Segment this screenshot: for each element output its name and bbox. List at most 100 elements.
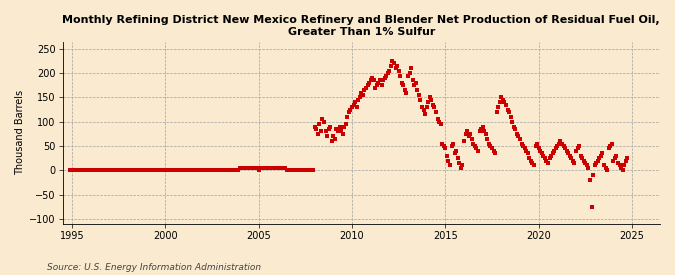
Point bbox=[482, 137, 493, 141]
Point bbox=[171, 168, 182, 172]
Point bbox=[589, 163, 600, 168]
Point bbox=[613, 161, 624, 165]
Point bbox=[510, 127, 520, 131]
Point bbox=[314, 122, 325, 127]
Point bbox=[138, 168, 149, 172]
Point bbox=[539, 156, 550, 160]
Point bbox=[104, 168, 115, 172]
Point bbox=[208, 168, 219, 172]
Point bbox=[147, 168, 158, 172]
Point bbox=[485, 144, 496, 148]
Point bbox=[407, 78, 418, 82]
Point bbox=[394, 68, 404, 73]
Point bbox=[79, 168, 90, 172]
Point bbox=[578, 158, 589, 163]
Point bbox=[322, 134, 333, 139]
Point bbox=[554, 141, 564, 146]
Point bbox=[284, 168, 295, 172]
Point bbox=[525, 158, 536, 163]
Point bbox=[263, 166, 273, 170]
Point bbox=[398, 83, 408, 87]
Point bbox=[379, 76, 390, 80]
Point bbox=[315, 129, 326, 134]
Point bbox=[580, 161, 591, 165]
Point bbox=[116, 168, 127, 172]
Point bbox=[261, 166, 272, 170]
Point bbox=[110, 168, 121, 172]
Point bbox=[371, 83, 382, 87]
Point bbox=[286, 168, 297, 172]
Point bbox=[331, 127, 342, 131]
Point bbox=[290, 168, 301, 172]
Point bbox=[313, 132, 323, 136]
Point bbox=[253, 168, 264, 172]
Point bbox=[506, 115, 516, 119]
Point bbox=[68, 168, 79, 172]
Point bbox=[247, 166, 258, 170]
Point bbox=[221, 168, 232, 172]
Point bbox=[353, 98, 364, 102]
Point bbox=[74, 168, 85, 172]
Point bbox=[338, 132, 348, 136]
Point bbox=[568, 158, 578, 163]
Point bbox=[126, 168, 136, 172]
Point bbox=[532, 141, 543, 146]
Point bbox=[599, 163, 610, 168]
Point bbox=[157, 168, 167, 172]
Point bbox=[297, 168, 308, 172]
Point bbox=[620, 158, 631, 163]
Point bbox=[426, 98, 437, 102]
Point bbox=[502, 108, 513, 112]
Point bbox=[493, 105, 504, 109]
Point bbox=[608, 158, 619, 163]
Point bbox=[441, 153, 452, 158]
Point bbox=[252, 166, 263, 170]
Point bbox=[335, 129, 346, 134]
Point bbox=[583, 166, 594, 170]
Point bbox=[452, 156, 463, 160]
Point bbox=[144, 168, 155, 172]
Point bbox=[545, 153, 556, 158]
Point bbox=[151, 168, 161, 172]
Point bbox=[487, 146, 497, 151]
Point bbox=[183, 168, 194, 172]
Point bbox=[101, 168, 111, 172]
Point bbox=[273, 166, 284, 170]
Point bbox=[176, 168, 186, 172]
Point bbox=[463, 134, 474, 139]
Point bbox=[140, 168, 151, 172]
Point bbox=[225, 168, 236, 172]
Text: Source: U.S. Energy Information Administration: Source: U.S. Energy Information Administ… bbox=[47, 263, 261, 272]
Point bbox=[481, 132, 491, 136]
Point bbox=[80, 168, 91, 172]
Point bbox=[560, 146, 570, 151]
Point bbox=[547, 151, 558, 156]
Point bbox=[163, 168, 173, 172]
Point bbox=[275, 166, 286, 170]
Point bbox=[96, 168, 107, 172]
Point bbox=[202, 168, 213, 172]
Point bbox=[213, 168, 223, 172]
Point bbox=[429, 105, 440, 109]
Point bbox=[575, 153, 586, 158]
Point bbox=[594, 156, 605, 160]
Point bbox=[499, 100, 510, 104]
Point bbox=[619, 163, 630, 168]
Point bbox=[549, 149, 560, 153]
Point bbox=[501, 103, 512, 107]
Point bbox=[223, 168, 234, 172]
Point bbox=[95, 168, 105, 172]
Point bbox=[504, 110, 514, 114]
Point bbox=[497, 98, 508, 102]
Point bbox=[155, 168, 166, 172]
Point bbox=[409, 83, 420, 87]
Point bbox=[614, 163, 625, 168]
Point bbox=[513, 134, 524, 139]
Point bbox=[70, 168, 80, 172]
Point bbox=[326, 139, 337, 143]
Point bbox=[458, 139, 469, 143]
Point bbox=[325, 124, 335, 129]
Point bbox=[215, 168, 225, 172]
Point bbox=[489, 151, 500, 156]
Point bbox=[272, 166, 283, 170]
